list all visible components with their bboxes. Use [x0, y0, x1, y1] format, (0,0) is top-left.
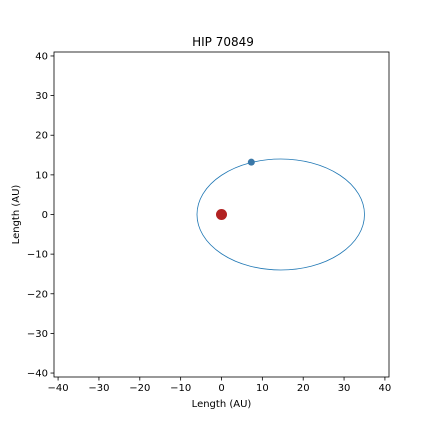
planet-marker	[247, 158, 255, 166]
y-tick-label: −30	[27, 329, 48, 340]
chart-title: HIP 70849	[192, 35, 254, 49]
y-axis-ticks: −40 −30 −20 −10 0 10 20 30 40	[27, 51, 54, 380]
x-tick-label: −20	[129, 383, 150, 394]
x-tick-label: 20	[297, 383, 310, 394]
plot-frame	[53, 51, 390, 378]
x-tick-label: −40	[48, 383, 69, 394]
x-tick-label: 40	[379, 383, 392, 394]
y-tick-label: 40	[35, 51, 48, 62]
x-tick-label: 0	[218, 383, 224, 394]
x-tick-label: 30	[338, 383, 351, 394]
x-axis-label: Length (AU)	[192, 399, 252, 410]
x-tick-label: −30	[88, 383, 109, 394]
y-tick-label: 30	[35, 91, 48, 102]
y-tick-label: −10	[27, 250, 48, 261]
y-tick-label: 0	[42, 210, 48, 221]
orbit-path	[196, 158, 365, 271]
x-tick-label: 10	[256, 383, 269, 394]
x-axis-ticks: −40 −30 −20 −10 0 10 20 30 40	[48, 377, 392, 394]
x-tick-label: −10	[170, 383, 191, 394]
y-axis-label: Length (AU)	[11, 185, 22, 245]
plot-content	[196, 158, 365, 271]
y-tick-label: −40	[27, 369, 48, 380]
y-tick-label: 20	[35, 131, 48, 142]
star-marker	[216, 209, 227, 220]
y-tick-label: −20	[27, 289, 48, 300]
y-tick-label: 10	[35, 170, 48, 181]
